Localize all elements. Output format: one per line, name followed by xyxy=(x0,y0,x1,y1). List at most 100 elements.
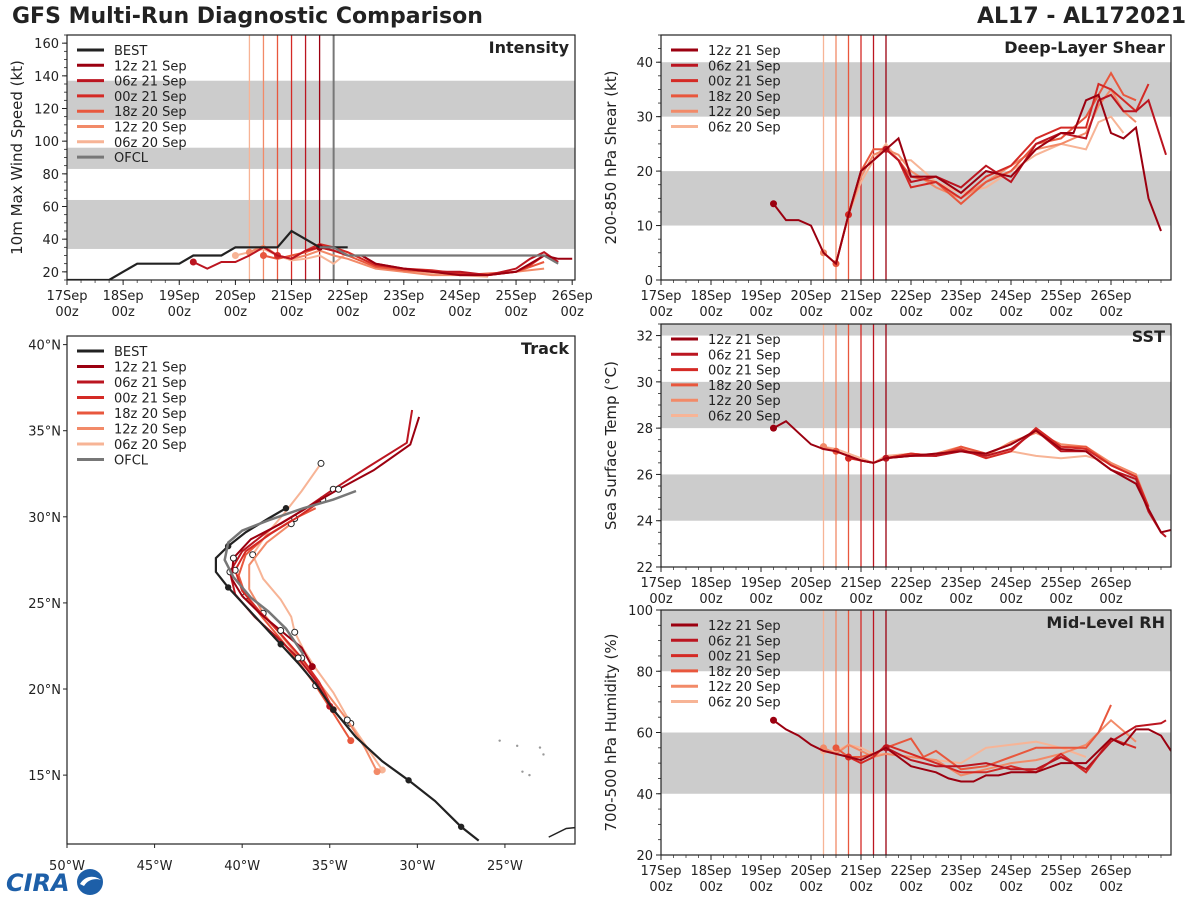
y-axis-label: 10m Max Wind Speed (kt) xyxy=(8,60,26,255)
x-tick-label: 00z xyxy=(749,305,773,320)
x-tick-label: 00z xyxy=(280,305,304,320)
threshold-band xyxy=(661,732,1171,794)
track-day-marker xyxy=(291,628,299,636)
x-tick-label: 25Sep xyxy=(1040,864,1081,879)
legend-label: 06z 20 Sep xyxy=(114,136,187,151)
y-axis-label: 700-500 hPa Humidity (%) xyxy=(602,633,620,831)
x-tick-label: 24Sep xyxy=(439,289,480,304)
y-tick-label: 20 xyxy=(636,849,653,864)
x-tick-label: 23Sep xyxy=(383,289,424,304)
x-tick-label: 26Sep xyxy=(1090,289,1131,304)
legend-label: 06z 20 Sep xyxy=(708,121,781,136)
y-tick-label: 24 xyxy=(636,515,653,530)
island xyxy=(515,744,519,748)
series-group xyxy=(770,71,1167,268)
track-day-marker xyxy=(335,485,343,493)
track-line xyxy=(230,416,421,668)
panel-title: Deep-Layer Shear xyxy=(1004,38,1165,57)
island xyxy=(528,773,531,777)
legend-label: OFCL xyxy=(114,454,149,469)
threshold-band xyxy=(661,171,1171,226)
x-tick-label: 00z xyxy=(799,592,823,607)
lon-tick-label: 30°W xyxy=(399,859,435,874)
x-tick-label: 22Sep xyxy=(327,289,368,304)
x-tick-label: 00z xyxy=(649,592,673,607)
x-tick-label: 26Sep xyxy=(1090,576,1131,591)
x-tick-label: 00z xyxy=(1049,880,1073,895)
x-tick-label: 19Sep xyxy=(159,289,200,304)
x-tick-label: 00z xyxy=(1099,592,1123,607)
x-tick-label: 00z xyxy=(699,592,723,607)
series-line xyxy=(773,419,1171,534)
init-marker xyxy=(770,716,777,724)
legend-label: 00z 21 Sep xyxy=(708,75,781,90)
legend-label: 06z 21 Sep xyxy=(708,348,781,363)
x-tick-label: 19Sep xyxy=(740,864,781,879)
series-group xyxy=(67,229,573,280)
x-tick-label: 00z xyxy=(168,305,192,320)
cira-logo-text: CIRA xyxy=(6,869,70,897)
panel-title: Intensity xyxy=(489,38,570,57)
x-tick-label: 23Sep xyxy=(940,289,981,304)
track-day-marker xyxy=(294,654,302,662)
island xyxy=(542,753,545,756)
figure-title: GFS Multi-Run Diagnostic Comparison xyxy=(12,4,483,29)
lon-tick-label: 25°W xyxy=(487,859,523,874)
legend-label: 06z 21 Sep xyxy=(708,634,781,649)
legend-label: 00z 21 Sep xyxy=(708,650,781,665)
x-tick-label: 00z xyxy=(849,880,873,895)
legend-label: OFCL xyxy=(114,151,149,166)
track-line xyxy=(228,409,414,707)
series-line xyxy=(835,704,1112,771)
x-tick-label: 00z xyxy=(224,305,248,320)
y-tick-label: 32 xyxy=(636,330,653,345)
y-tick-label: 80 xyxy=(42,168,59,183)
x-tick-label: 00z xyxy=(504,305,528,320)
x-tick-label: 18Sep xyxy=(690,864,731,879)
x-tick-label: 21Sep xyxy=(840,289,881,304)
track-line xyxy=(237,507,352,742)
x-tick-label: 00z xyxy=(999,305,1023,320)
threshold-band xyxy=(67,147,575,169)
plot-frame xyxy=(66,335,576,845)
x-tick-label: 00z xyxy=(649,880,673,895)
track-line xyxy=(234,498,335,711)
island xyxy=(498,739,501,742)
cira-logo-globe xyxy=(77,869,103,895)
y-axis-label: 200-850 hPa Shear (kt) xyxy=(602,71,620,245)
y-tick-label: 20 xyxy=(636,165,653,180)
y-axis-label: Sea Surface Temp (°C) xyxy=(602,361,620,530)
lon-tick-label: 45°W xyxy=(137,859,173,874)
lat-tick-label: 25°N xyxy=(28,597,61,612)
threshold-band xyxy=(661,324,1171,336)
series-line xyxy=(822,115,1125,266)
x-tick-label: 00z xyxy=(799,880,823,895)
y-tick-label: 26 xyxy=(636,468,653,483)
x-tick-label: 18Sep xyxy=(103,289,144,304)
x-tick-label: 20Sep xyxy=(790,576,831,591)
x-tick-label: 20Sep xyxy=(790,289,831,304)
legend-label: BEST xyxy=(114,345,147,360)
legend-label: 12z 21 Sep xyxy=(114,59,187,74)
series-line xyxy=(235,247,489,278)
legend-label: 12z 21 Sep xyxy=(708,619,781,634)
y-tick-label: 30 xyxy=(636,111,653,126)
cira-logo: CIRA xyxy=(6,869,103,897)
x-tick-label: 17Sep xyxy=(640,864,681,879)
legend-label: 12z 21 Sep xyxy=(708,333,781,348)
series-line xyxy=(848,737,1137,774)
x-tick-label: 00z xyxy=(749,592,773,607)
series-line xyxy=(772,93,1162,266)
track-init-marker xyxy=(378,766,386,774)
panel-title: Mid-Level RH xyxy=(1046,613,1165,632)
track-day-marker xyxy=(317,459,325,467)
legend-label: 12z 20 Sep xyxy=(708,680,781,695)
y-tick-label: 40 xyxy=(42,233,59,248)
plot-frame xyxy=(660,323,1172,568)
y-tick-label: 30 xyxy=(636,376,653,391)
legend-label: 00z 21 Sep xyxy=(114,90,187,105)
series-line xyxy=(772,719,1171,783)
track-day-marker xyxy=(229,554,237,562)
legend-label: 18z 20 Sep xyxy=(708,90,781,105)
init-marker xyxy=(832,744,840,752)
